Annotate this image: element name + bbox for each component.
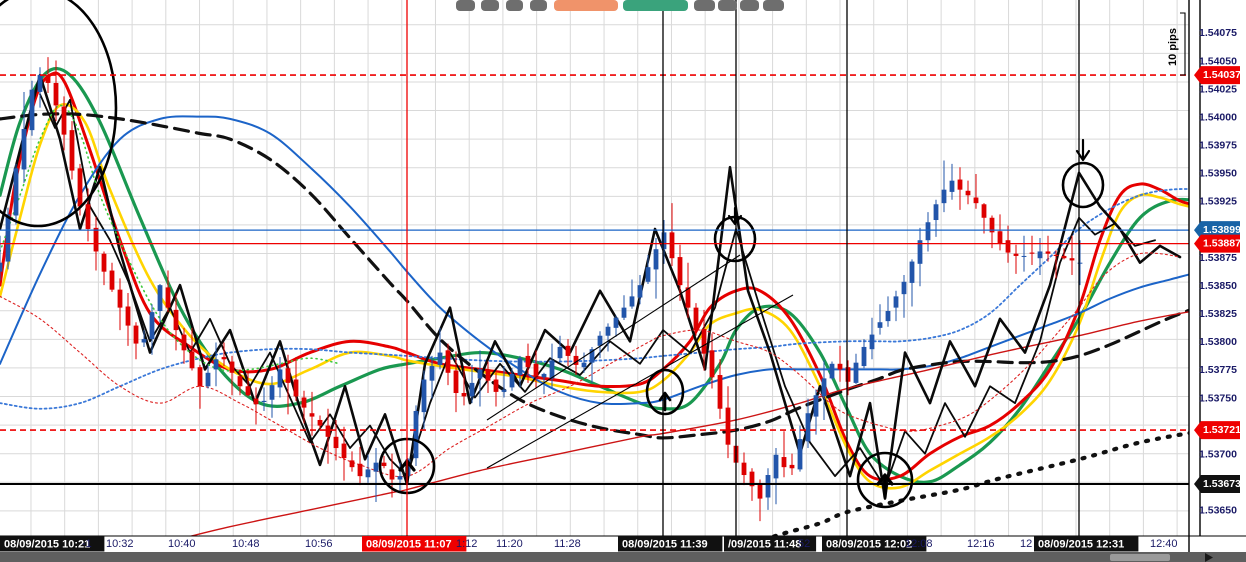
svg-text:1.53925: 1.53925	[1199, 196, 1237, 208]
svg-text:1.53975: 1.53975	[1199, 140, 1237, 152]
svg-text:08/09/2015 11:39: 08/09/2015 11:39	[622, 539, 708, 551]
svg-text:1.53825: 1.53825	[1199, 308, 1237, 320]
svg-text:10 pips: 10 pips	[1167, 28, 1179, 66]
svg-text:1.54050: 1.54050	[1199, 55, 1237, 67]
svg-text:1.53673: 1.53673	[1203, 478, 1241, 490]
svg-text:1.53721: 1.53721	[1203, 424, 1241, 436]
svg-text:08/09/2015 12:31: 08/09/2015 12:31	[1038, 539, 1124, 551]
svg-text:10:48: 10:48	[232, 538, 260, 550]
svg-text:12:16: 12:16	[967, 538, 995, 550]
svg-text:1.54037: 1.54037	[1203, 69, 1241, 81]
svg-text:/09/2015 11:48: /09/2015 11:48	[728, 539, 801, 551]
svg-text:08/09/2015 11:07: 08/09/2015 11:07	[366, 539, 452, 551]
svg-text:10:32: 10:32	[106, 538, 134, 550]
svg-text:1.54025: 1.54025	[1199, 83, 1237, 95]
svg-text:1.54000: 1.54000	[1199, 111, 1237, 123]
svg-text:1.53850: 1.53850	[1199, 280, 1237, 292]
svg-text:52: 52	[798, 538, 810, 550]
svg-text:1.53887: 1.53887	[1203, 238, 1241, 250]
svg-text:10:40: 10:40	[168, 538, 196, 550]
svg-text:1.53800: 1.53800	[1199, 336, 1237, 348]
svg-text:08/09/2015 10:21: 08/09/2015 10:21	[4, 539, 90, 551]
svg-text:12:08: 12:08	[905, 538, 933, 550]
svg-text:1.53899: 1.53899	[1203, 224, 1241, 236]
svg-text:10:56: 10:56	[305, 538, 333, 550]
svg-text:1.53875: 1.53875	[1199, 252, 1237, 264]
svg-text:11:20: 11:20	[496, 538, 523, 550]
svg-text:1.53650: 1.53650	[1199, 505, 1237, 517]
svg-text:11:28: 11:28	[554, 538, 581, 550]
svg-text:1:12: 1:12	[456, 538, 477, 550]
svg-text:1.53700: 1.53700	[1199, 449, 1237, 461]
svg-text:-1: -1	[82, 538, 92, 550]
svg-text:1.53750: 1.53750	[1199, 392, 1237, 404]
svg-text:12:40: 12:40	[1150, 538, 1178, 550]
svg-text:1.54075: 1.54075	[1199, 27, 1237, 39]
svg-text:1.53950: 1.53950	[1199, 168, 1237, 180]
svg-text:08/09/2015 12:02: 08/09/2015 12:02	[826, 539, 912, 551]
svg-text:1.53775: 1.53775	[1199, 364, 1237, 376]
svg-text:12: 12	[1020, 538, 1032, 550]
